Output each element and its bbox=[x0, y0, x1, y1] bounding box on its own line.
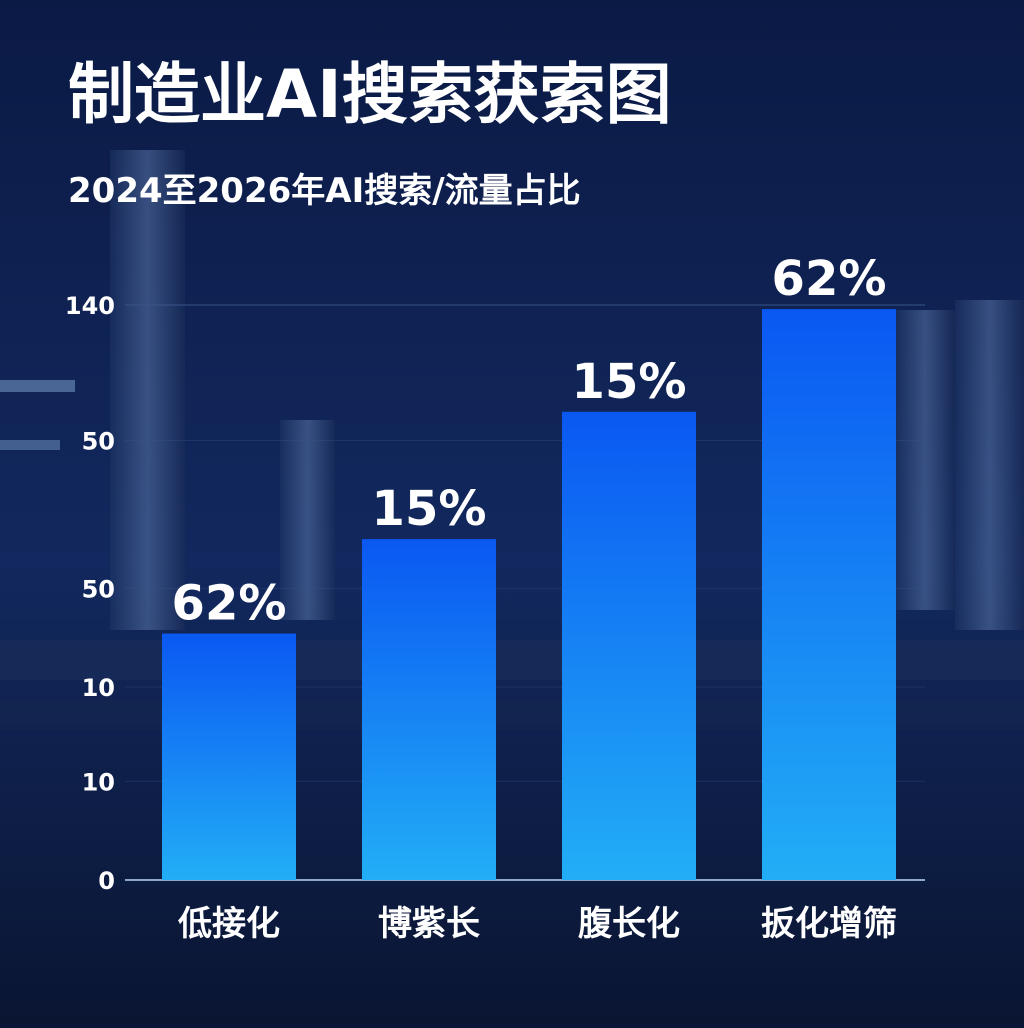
bar bbox=[762, 309, 896, 880]
x-tick-label: 低接化 bbox=[178, 904, 280, 944]
chart-subtitle: 2024至2026年AI搜索/流量占比 bbox=[68, 171, 581, 211]
annotation: 62% bbox=[772, 251, 887, 307]
bar bbox=[362, 539, 496, 880]
y-tick-label: 50 bbox=[82, 575, 115, 603]
x-tick-label: 博紫长 bbox=[378, 904, 480, 944]
x-tick-label: 腹长化 bbox=[578, 904, 680, 944]
y-tick-label: 10 bbox=[82, 674, 115, 702]
annotation: 15% bbox=[372, 481, 487, 537]
annotation: 15% bbox=[572, 354, 687, 410]
chart-title: 制造业AI搜索获索图 bbox=[68, 56, 672, 133]
y-tick-label: 140 bbox=[65, 292, 115, 320]
annotation: 62% bbox=[172, 576, 287, 632]
y-tick-label: 0 bbox=[98, 867, 115, 895]
y-tick-label: 50 bbox=[82, 428, 115, 456]
y-tick-label: 10 bbox=[82, 768, 115, 796]
bar bbox=[562, 411, 696, 880]
x-tick-label: 扳化增筛 bbox=[761, 904, 897, 944]
bar bbox=[162, 633, 296, 880]
